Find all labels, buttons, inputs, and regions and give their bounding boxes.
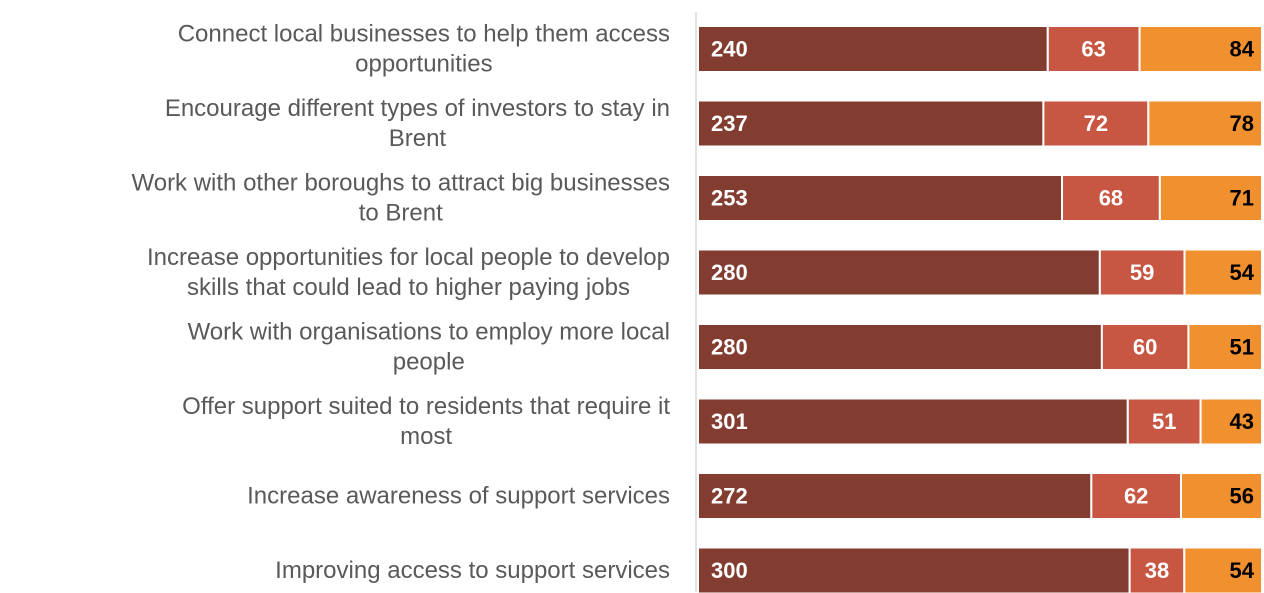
data-label: 54 xyxy=(1230,260,1255,285)
value-labels: 240 63 84 237 72 78 253 68 71 280 59 54 280 60 51 301 51… xyxy=(711,37,1255,584)
data-label: 60 xyxy=(1133,335,1157,360)
data-label: 301 xyxy=(711,409,748,434)
data-label: 253 xyxy=(711,186,748,211)
bar-segment xyxy=(1187,323,1264,371)
bar-segment xyxy=(697,546,1131,593)
bar-segment xyxy=(697,99,1045,148)
bar-segment xyxy=(1199,397,1263,446)
category-label: Increase opportunities for local people … xyxy=(147,244,670,301)
bar-segment xyxy=(697,174,1064,222)
data-label: 280 xyxy=(711,335,748,360)
category-label-line: opportunities xyxy=(355,51,492,78)
bar-segment xyxy=(1180,472,1264,520)
category-label: Offer support suited to residents that r… xyxy=(182,393,670,450)
category-label-line: Connect local businesses to help them ac… xyxy=(178,21,670,48)
bar-segment xyxy=(697,25,1049,73)
category-labels: Connect local businesses to help them ac… xyxy=(132,21,671,585)
data-label: 78 xyxy=(1230,111,1254,136)
data-label: 237 xyxy=(711,111,748,136)
bar-segment xyxy=(1147,99,1263,148)
data-label: 38 xyxy=(1145,558,1169,583)
bar-segment xyxy=(1042,99,1150,148)
category-label: Work with other boroughs to attract big … xyxy=(132,170,671,227)
category-label: Improving access to support services xyxy=(275,557,670,584)
bar-segment xyxy=(1183,248,1263,297)
category-label-line: Increase opportunities for local people … xyxy=(147,244,670,271)
data-label: 43 xyxy=(1230,409,1254,434)
data-label: 51 xyxy=(1152,409,1176,434)
bar-segment xyxy=(697,472,1093,520)
data-label: 72 xyxy=(1084,111,1108,136)
data-label: 84 xyxy=(1230,37,1255,62)
bar-segments xyxy=(697,25,1264,593)
data-label: 280 xyxy=(711,260,748,285)
bar-segment xyxy=(697,248,1101,297)
category-label-line: skills that could lead to higher paying … xyxy=(187,274,630,301)
data-label: 54 xyxy=(1230,558,1255,583)
category-label: Increase awareness of support services xyxy=(247,483,670,510)
category-label: Connect local businesses to help them ac… xyxy=(178,21,670,78)
bar-segment xyxy=(1128,546,1186,593)
bar-segment xyxy=(1138,25,1263,73)
category-label-line: to Brent xyxy=(359,200,443,227)
data-label: 51 xyxy=(1230,335,1254,360)
category-label-line: Offer support suited to residents that r… xyxy=(182,393,670,420)
category-label: Encourage different types of investors t… xyxy=(165,95,670,152)
category-label-line: Encourage different types of investors t… xyxy=(165,95,670,122)
category-label-line: Improving access to support services xyxy=(275,557,670,584)
data-label: 56 xyxy=(1230,484,1254,509)
data-label: 59 xyxy=(1130,260,1154,285)
category-label-line: Work with organisations to employ more l… xyxy=(188,319,670,346)
data-label: 71 xyxy=(1230,186,1254,211)
data-label: 68 xyxy=(1099,186,1123,211)
bar-segment xyxy=(1183,546,1264,593)
category-label-line: Brent xyxy=(389,125,447,152)
category-label-line: most xyxy=(400,423,452,450)
bar-segment xyxy=(1158,174,1263,222)
data-label: 300 xyxy=(711,558,748,583)
bar-segment xyxy=(1126,397,1202,446)
bar-segment xyxy=(697,397,1129,446)
bar-segment xyxy=(1100,323,1190,371)
bar-segment xyxy=(1090,472,1183,520)
category-label-line: people xyxy=(393,349,465,376)
category-label-line: Increase awareness of support services xyxy=(247,483,670,510)
data-label: 240 xyxy=(711,37,748,62)
data-label: 62 xyxy=(1124,484,1148,509)
data-label: 63 xyxy=(1081,37,1105,62)
category-label-line: Work with other boroughs to attract big … xyxy=(132,170,671,197)
bar-segment xyxy=(697,323,1103,371)
data-label: 272 xyxy=(711,484,748,509)
category-label: Work with organisations to employ more l… xyxy=(188,319,670,376)
